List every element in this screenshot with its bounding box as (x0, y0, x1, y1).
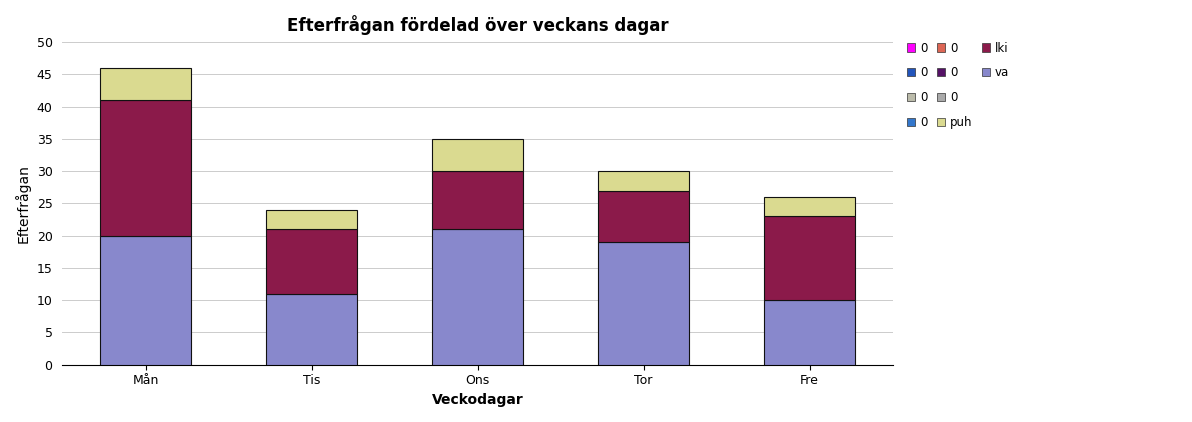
Bar (598, 171, 689, 190)
Bar (432, 171, 523, 229)
Bar (266, 294, 358, 365)
Bar (764, 300, 855, 365)
Bar (432, 229, 523, 365)
Bar (266, 229, 358, 294)
X-axis label: Veckodagar: Veckodagar (432, 393, 523, 407)
Y-axis label: Efterfrågan: Efterfrågan (15, 164, 31, 243)
Legend: 0, 0, 0, 0, 0, 0, 0, puh, lki, va, , : 0, 0, 0, 0, 0, 0, 0, puh, lki, va, , (907, 41, 1010, 129)
Bar (100, 100, 191, 235)
Bar (100, 235, 191, 365)
Bar (764, 216, 855, 300)
Bar (764, 197, 855, 216)
Bar (598, 190, 689, 242)
Bar (432, 139, 523, 171)
Title: Efterfrågan fördelad över veckans dagar: Efterfrågan fördelad över veckans dagar (287, 15, 669, 35)
Bar (598, 242, 689, 365)
Bar (266, 210, 358, 229)
Bar (100, 68, 191, 100)
